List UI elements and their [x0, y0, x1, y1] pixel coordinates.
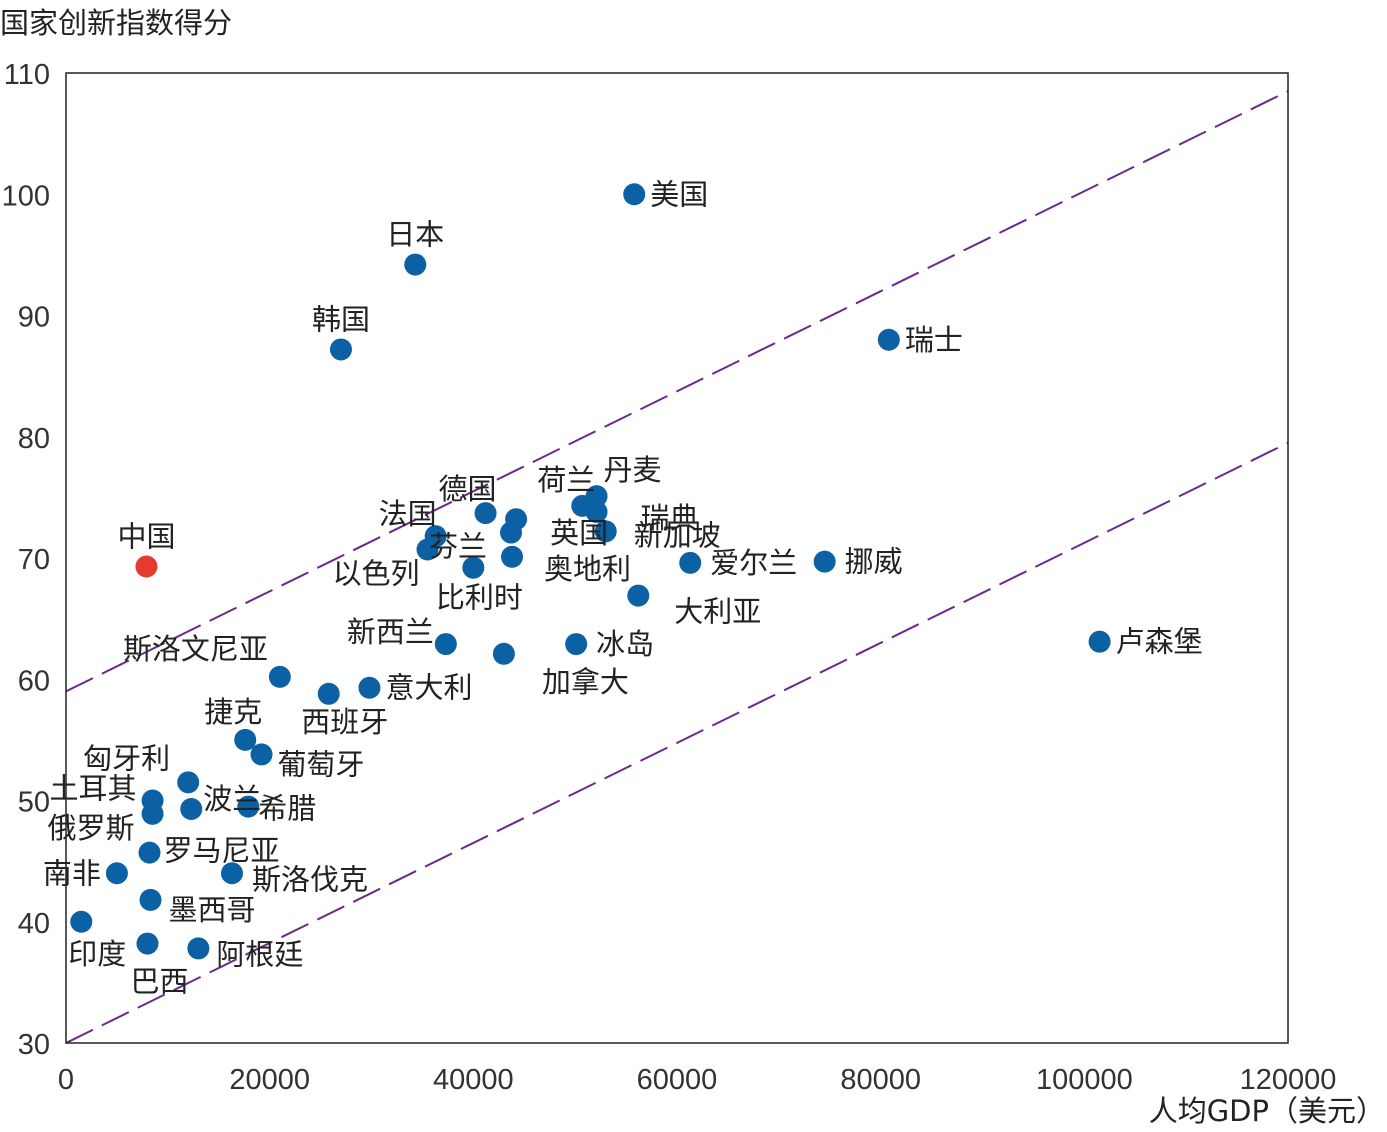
x-tick-label: 60000 [637, 1064, 718, 1096]
data-point-18 [627, 584, 650, 607]
point-label-32: 俄罗斯 [48, 811, 135, 845]
point-label-29: 土耳其 [50, 772, 137, 806]
point-label-33: 罗马尼亚 [164, 834, 280, 868]
data-point-35 [220, 862, 243, 885]
data-point-21 [565, 633, 588, 656]
point-label-28: 匈牙利 [83, 741, 170, 775]
data-point-1 [404, 253, 427, 276]
data-point-37 [70, 910, 93, 933]
data-point-14 [501, 545, 524, 568]
point-label-6: 荷兰 [537, 463, 595, 497]
y-tick-label: 110 [4, 59, 50, 91]
data-point-28 [177, 771, 200, 794]
point-label-26: 捷克 [204, 695, 262, 729]
data-point-7 [585, 500, 608, 523]
point-label-12: 芬兰 [429, 530, 487, 564]
data-point-27 [250, 743, 273, 766]
data-point-20 [434, 633, 457, 656]
point-label-22: 加拿大 [542, 665, 629, 699]
point-label-18: 大利亚 [674, 595, 761, 629]
data-point-13 [416, 538, 439, 561]
data-point-39 [187, 937, 210, 960]
point-label-10: 新加坡 [634, 518, 721, 552]
data-point-10 [594, 520, 617, 543]
point-label-0: 美国 [650, 177, 708, 211]
point-label-17: 挪威 [845, 545, 903, 579]
data-point-16 [679, 551, 702, 574]
data-point-22 [492, 642, 515, 665]
data-point-36 [139, 888, 162, 911]
point-label-8: 德国 [439, 472, 497, 506]
point-label-16: 爱尔兰 [710, 546, 797, 580]
point-label-31: 希腊 [258, 792, 316, 826]
point-label-14: 奥地利 [544, 552, 631, 586]
point-label-19: 卢森堡 [1116, 625, 1203, 659]
data-point-4 [135, 555, 158, 578]
point-label-36: 墨西哥 [169, 893, 256, 927]
point-label-20: 新西兰 [347, 615, 434, 649]
y-tick-label: 70 [18, 544, 50, 576]
x-axis-label: 人均GDP（美元） [1148, 1094, 1385, 1128]
data-point-15 [462, 556, 485, 579]
point-label-24: 意大利 [385, 671, 472, 705]
point-label-1: 日本 [386, 218, 444, 252]
point-label-25: 西班牙 [301, 705, 388, 739]
x-tick-label: 100000 [1036, 1064, 1133, 1096]
data-point-25 [317, 682, 340, 705]
plot-frame [65, 72, 1289, 1044]
y-tick-label: 60 [18, 665, 50, 697]
x-tick-label: 40000 [433, 1064, 514, 1096]
data-point-30 [180, 797, 203, 820]
y-tick-label: 50 [18, 787, 50, 819]
x-tick-label: 80000 [840, 1064, 921, 1096]
y-tick-label: 100 [2, 180, 50, 212]
point-label-21: 冰岛 [596, 627, 654, 661]
point-label-30: 波兰 [203, 782, 261, 816]
data-point-2 [329, 338, 352, 361]
data-point-34 [105, 862, 128, 885]
point-label-39: 阿根廷 [216, 937, 303, 971]
data-point-19 [1088, 630, 1111, 653]
y-tick-label: 90 [18, 302, 50, 334]
point-label-38: 巴西 [130, 965, 188, 999]
data-point-0 [623, 183, 646, 206]
data-point-24 [358, 676, 381, 699]
point-label-27: 葡萄牙 [278, 747, 365, 781]
point-label-2: 韩国 [312, 302, 370, 336]
point-label-15: 比利时 [436, 581, 523, 615]
y-axis-label: 国家创新指数得分 [0, 6, 233, 40]
x-tick-label: 0 [58, 1064, 74, 1096]
point-label-7: 瑞典 [641, 501, 699, 535]
point-label-35: 斯洛伐克 [252, 862, 368, 896]
data-point-31 [237, 795, 260, 818]
point-label-4: 中国 [117, 519, 175, 553]
point-label-13: 以色列 [332, 557, 419, 591]
data-point-8 [474, 502, 497, 525]
point-label-9: 英国 [550, 516, 608, 550]
reference-line-2 [66, 441, 1288, 1043]
y-tick-label: 40 [18, 908, 50, 940]
point-label-5: 丹麦 [604, 453, 662, 487]
reference-line-1 [66, 90, 1288, 693]
point-label-37: 印度 [68, 937, 126, 971]
data-point-26 [234, 728, 257, 751]
data-point-23 [268, 665, 291, 688]
point-label-34: 南非 [43, 856, 101, 890]
data-point-33 [138, 841, 161, 864]
data-point-12 [500, 521, 523, 544]
data-point-38 [136, 932, 159, 955]
y-tick-label: 30 [18, 1029, 50, 1061]
x-tick-label: 120000 [1240, 1064, 1337, 1096]
y-tick-label: 80 [18, 423, 50, 455]
data-point-17 [813, 550, 836, 573]
x-tick-label: 20000 [229, 1064, 310, 1096]
point-label-23: 斯洛文尼亚 [123, 632, 268, 666]
point-label-11: 法国 [379, 497, 437, 531]
data-point-3 [877, 328, 900, 351]
data-point-32 [141, 802, 164, 825]
point-label-3: 瑞士 [905, 323, 963, 357]
